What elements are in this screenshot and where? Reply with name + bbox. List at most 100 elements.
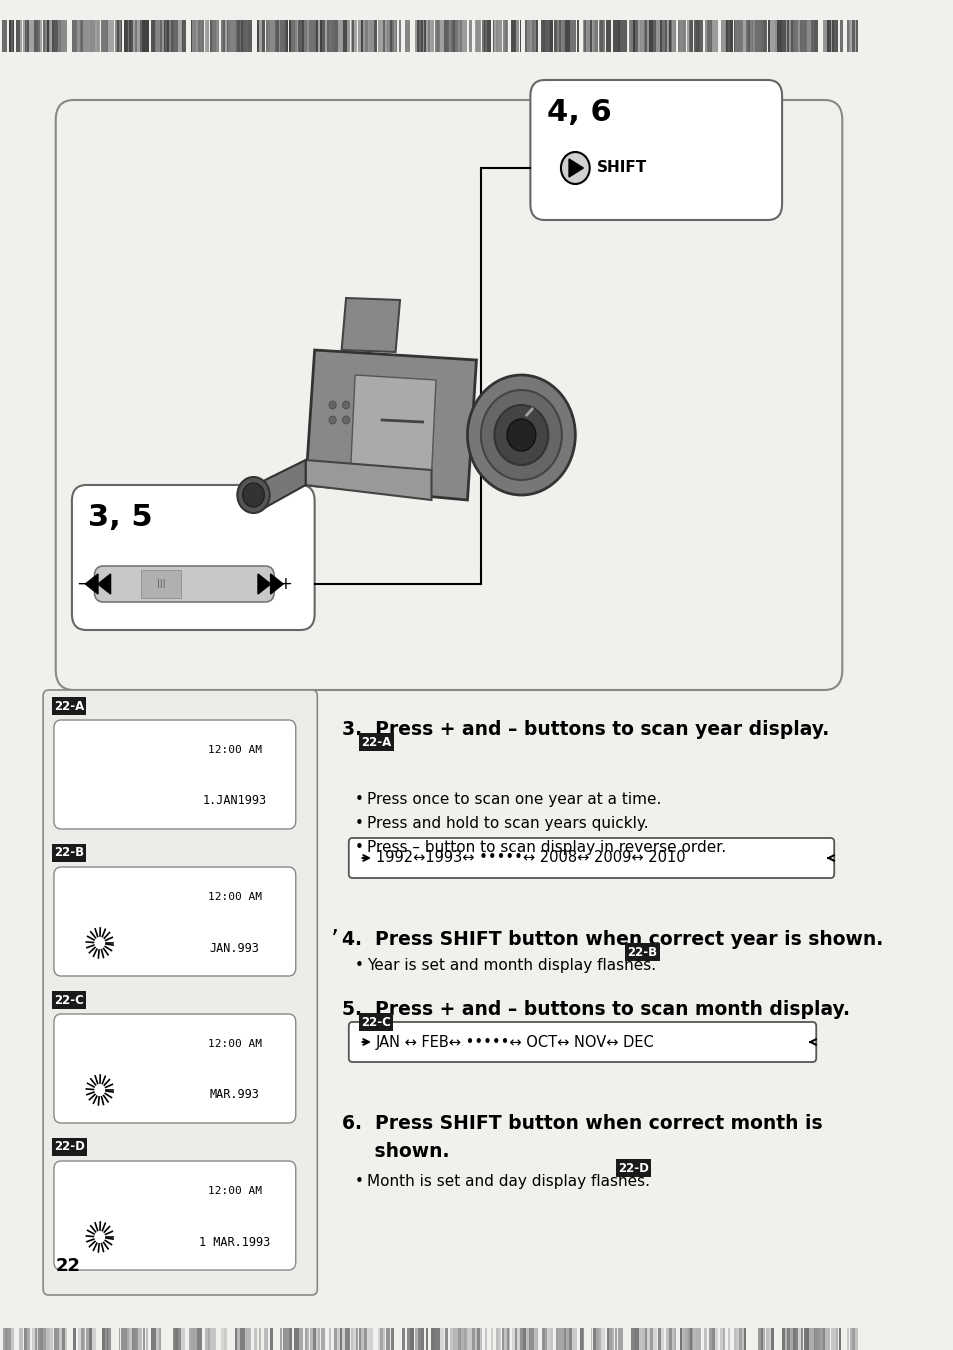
Bar bbox=[785, 20, 788, 53]
Text: 6.  Press SHIFT button when correct month is: 6. Press SHIFT button when correct month… bbox=[341, 1114, 821, 1133]
Bar bbox=[520, 1328, 522, 1350]
FancyBboxPatch shape bbox=[349, 838, 833, 878]
Bar bbox=[162, 20, 165, 53]
Bar bbox=[805, 1328, 808, 1350]
Bar bbox=[313, 1328, 315, 1350]
Bar bbox=[700, 20, 702, 53]
Bar bbox=[516, 20, 518, 53]
Bar bbox=[415, 20, 417, 53]
Text: Press and hold to scan years quickly.: Press and hold to scan years quickly. bbox=[366, 815, 648, 832]
Bar bbox=[286, 20, 288, 53]
Bar bbox=[536, 20, 537, 53]
Bar bbox=[283, 1328, 288, 1350]
Bar bbox=[289, 20, 292, 53]
Bar bbox=[8, 1328, 10, 1350]
Bar bbox=[560, 1328, 563, 1350]
Bar bbox=[688, 20, 690, 53]
Bar bbox=[828, 20, 834, 53]
Bar bbox=[115, 20, 116, 53]
Bar bbox=[85, 20, 90, 53]
Text: 22-A: 22-A bbox=[361, 736, 392, 748]
Bar bbox=[851, 1328, 854, 1350]
Polygon shape bbox=[341, 298, 399, 352]
Circle shape bbox=[480, 390, 561, 481]
Bar bbox=[706, 20, 710, 53]
Bar bbox=[268, 20, 274, 53]
Bar bbox=[526, 20, 533, 53]
Bar bbox=[725, 20, 732, 53]
Bar bbox=[749, 20, 751, 53]
Bar bbox=[490, 1328, 492, 1350]
Bar bbox=[248, 20, 252, 53]
Bar bbox=[562, 20, 564, 53]
Bar bbox=[418, 20, 420, 53]
Bar bbox=[541, 1328, 547, 1350]
Bar bbox=[415, 1328, 420, 1350]
Bar bbox=[819, 1328, 821, 1350]
Bar bbox=[540, 20, 544, 53]
Bar bbox=[661, 20, 666, 53]
Bar bbox=[81, 1328, 85, 1350]
Bar bbox=[598, 1328, 600, 1350]
Bar bbox=[658, 1328, 661, 1350]
Bar bbox=[534, 1328, 537, 1350]
Text: 4.  Press SHIFT button when correct year is shown.: 4. Press SHIFT button when correct year … bbox=[341, 930, 882, 949]
Bar bbox=[57, 20, 62, 53]
Bar bbox=[49, 20, 53, 53]
Bar bbox=[465, 20, 467, 53]
Bar bbox=[630, 20, 632, 53]
Bar bbox=[385, 1328, 390, 1350]
Circle shape bbox=[329, 416, 335, 424]
Bar bbox=[789, 1328, 795, 1350]
Bar bbox=[318, 1328, 319, 1350]
Text: 1 MAR.1993: 1 MAR.1993 bbox=[199, 1235, 270, 1249]
Bar bbox=[199, 20, 202, 53]
Polygon shape bbox=[305, 350, 476, 500]
Bar bbox=[278, 20, 280, 53]
Bar bbox=[352, 20, 355, 53]
Bar bbox=[638, 20, 639, 53]
Bar bbox=[347, 20, 350, 53]
Bar bbox=[679, 20, 685, 53]
Bar bbox=[137, 1328, 142, 1350]
Bar bbox=[806, 20, 810, 53]
Bar bbox=[646, 20, 653, 53]
Bar bbox=[127, 1328, 132, 1350]
Bar bbox=[652, 20, 657, 53]
Bar bbox=[23, 20, 28, 53]
Bar bbox=[630, 1328, 634, 1350]
Bar bbox=[736, 1328, 739, 1350]
Bar bbox=[156, 20, 160, 53]
Bar bbox=[9, 20, 14, 53]
Bar bbox=[404, 20, 410, 53]
Text: |||: ||| bbox=[156, 579, 165, 589]
Bar bbox=[221, 20, 223, 53]
Bar bbox=[112, 20, 114, 53]
Bar bbox=[814, 1328, 817, 1350]
FancyBboxPatch shape bbox=[349, 1022, 816, 1062]
Text: 22-B: 22-B bbox=[54, 846, 84, 860]
Bar bbox=[91, 20, 97, 53]
Bar bbox=[522, 1328, 526, 1350]
Bar bbox=[672, 20, 675, 53]
Bar bbox=[515, 1328, 517, 1350]
Bar bbox=[453, 20, 458, 53]
Bar bbox=[374, 20, 376, 53]
Text: Press – button to scan display in reverse order.: Press – button to scan display in revers… bbox=[366, 840, 725, 855]
Bar bbox=[59, 20, 66, 53]
Bar bbox=[134, 1328, 137, 1350]
Bar bbox=[740, 20, 743, 53]
Bar bbox=[463, 1328, 466, 1350]
Bar bbox=[256, 20, 263, 53]
Polygon shape bbox=[350, 375, 436, 475]
Text: 1.JAN1993: 1.JAN1993 bbox=[202, 795, 267, 807]
Bar bbox=[733, 20, 740, 53]
Circle shape bbox=[242, 483, 264, 508]
Bar bbox=[786, 1328, 792, 1350]
Bar bbox=[32, 1328, 38, 1350]
Bar bbox=[517, 1328, 521, 1350]
Bar bbox=[723, 20, 726, 53]
Bar bbox=[429, 20, 433, 53]
Bar bbox=[189, 1328, 194, 1350]
Bar bbox=[260, 20, 262, 53]
